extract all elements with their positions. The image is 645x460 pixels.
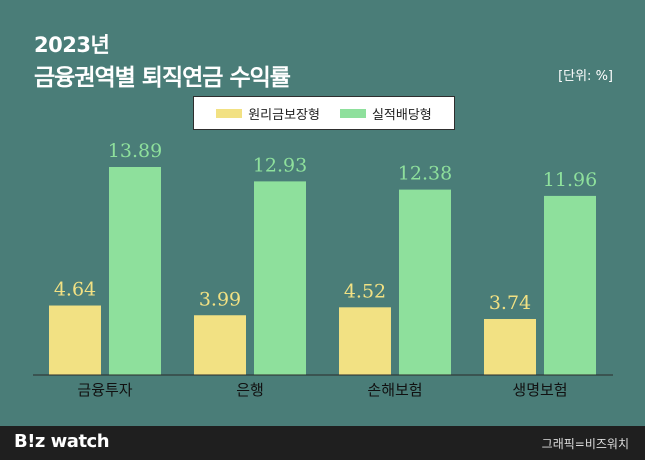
data-label-performance-3: 11.96 [543,169,597,191]
legend-item-performance: 실적배당형 [339,104,432,123]
data-label-principal-3: 3.74 [489,292,531,314]
bar-principal-2 [339,307,391,375]
data-label-performance-2: 12.38 [398,163,452,185]
legend-label-performance: 실적배당형 [371,107,432,123]
bar-principal-0 [49,305,101,375]
legend: 원리금보장형 실적배당형 [193,96,455,130]
bar-chart: 4.64 13.89 금융투자 3.99 12.93 은행 4.52 12.38 손해보험 3.7… [33,140,613,399]
bar-performance-0 [109,167,161,375]
graphic-credit: 그래픽=비즈워치 [541,437,629,451]
chart-year: 2023년 [34,33,110,57]
footer-bar: B!z watch 그래픽=비즈워치 [0,426,645,460]
bizwatch-logo: B!z watch [14,431,110,452]
bar-principal-1 [194,315,246,375]
bar-performance-3 [544,195,596,375]
chart-title: 금융권역별 퇴직연금 수익률 [34,65,291,91]
data-label-performance-0: 13.89 [108,140,162,162]
legend-label-principal: 원리금보장형 [248,107,320,123]
bar-performance-1 [254,181,306,375]
data-label-principal-1: 3.99 [199,288,241,310]
bar-performance-2 [399,189,451,375]
unit-label: [단위: %] [558,69,613,84]
category-label-1: 은행 [236,381,264,399]
bar-principal-3 [484,318,536,375]
legend-swatch-principal [216,108,243,118]
data-label-principal-2: 4.52 [344,280,386,302]
category-label-3: 생명보험 [512,381,567,399]
legend-item-principal: 원리금보장형 [216,104,320,123]
data-label-performance-1: 12.93 [253,154,307,176]
category-label-2: 손해보험 [367,381,422,399]
category-label-0: 금융투자 [77,381,132,399]
legend-swatch-performance [339,108,366,118]
data-label-principal-0: 4.64 [54,279,96,301]
